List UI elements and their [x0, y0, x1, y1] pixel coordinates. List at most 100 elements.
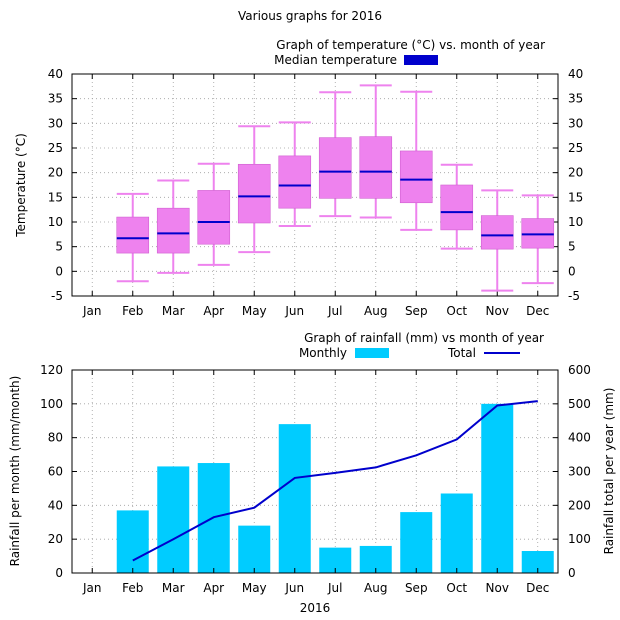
temp-box-iqr — [359, 136, 393, 199]
temp-xtick-label: Aug — [364, 304, 387, 318]
rain-bar-sep — [400, 512, 433, 573]
temp-xtick-label: Jan — [82, 304, 102, 318]
temp-ytick-label: 40 — [48, 67, 63, 81]
rain-bar-may — [238, 525, 271, 573]
temp-box-iqr — [399, 150, 433, 204]
rain-y2tick-label: 500 — [568, 397, 591, 411]
temp-y2tick-label: -5 — [568, 289, 580, 303]
rain-y2tick-label: 100 — [568, 532, 591, 546]
temp-ytick-label: -5 — [51, 289, 63, 303]
rain-y2tick-label: 400 — [568, 431, 591, 445]
rain-bar-nov — [481, 403, 514, 573]
rain-ytick-label: 0 — [55, 566, 63, 580]
rain-ytick-label: 20 — [48, 532, 63, 546]
temperature-chart: Graph of temperature (°C) vs. month of y… — [14, 38, 583, 318]
temp-box-mar — [156, 179, 190, 274]
rain-xtick-label: Nov — [486, 581, 509, 595]
rain-ytick-label: 60 — [48, 465, 63, 479]
temp-y2tick-label: 40 — [568, 67, 583, 81]
rain-xtick-label: May — [242, 581, 267, 595]
rain-bar-jun — [278, 424, 311, 573]
rain-xtick-label: Jul — [327, 581, 342, 595]
temp-xtick-label: Jun — [284, 304, 304, 318]
temp-box-nov — [480, 189, 514, 292]
rain-y2-axis-label: Rainfall total per year (mm) — [602, 388, 616, 555]
temp-box-iqr — [440, 184, 474, 231]
rain-xtick-label: Jun — [284, 581, 304, 595]
rain-bar-mar — [157, 466, 190, 573]
rain-bar-oct — [440, 493, 473, 573]
temp-legend-label: Median temperature — [274, 53, 397, 67]
rain-xtick-label: Aug — [364, 581, 387, 595]
rain-xtick-label: Sep — [405, 581, 428, 595]
rain-x-axis-label: 2016 — [300, 601, 331, 615]
rain-ytick-label: 100 — [40, 397, 63, 411]
rainfall-chart: Graph of rainfall (mm) vs month of year … — [8, 331, 616, 615]
temp-y2tick-label: 35 — [568, 92, 583, 106]
rain-xtick-label: Dec — [526, 581, 549, 595]
rain-ytick-label: 40 — [48, 498, 63, 512]
rain-legend-bar-label: Monthly — [299, 346, 347, 360]
temp-box-iqr — [197, 190, 231, 245]
temp-box-iqr — [156, 207, 190, 254]
temp-box-sep — [399, 90, 433, 231]
temp-box-iqr — [318, 137, 352, 199]
temp-ytick-label: 5 — [55, 240, 63, 254]
temp-xtick-label: May — [242, 304, 267, 318]
temp-box-apr — [197, 162, 231, 266]
temp-xtick-label: Jul — [327, 304, 342, 318]
temp-xtick-label: Mar — [162, 304, 185, 318]
temp-ytick-label: 0 — [55, 264, 63, 278]
temp-box-jul — [318, 91, 352, 218]
temp-y2tick-label: 25 — [568, 141, 583, 155]
rain-y2tick-label: 200 — [568, 498, 591, 512]
temp-ytick-label: 15 — [48, 190, 63, 204]
rain-y2tick-label: 300 — [568, 465, 591, 479]
temp-xtick-label: Nov — [486, 304, 509, 318]
temp-y2tick-label: 5 — [568, 240, 576, 254]
temp-ytick-label: 25 — [48, 141, 63, 155]
temp-box-iqr — [237, 163, 271, 224]
rain-xtick-label: Jan — [82, 581, 102, 595]
temp-legend-swatch — [404, 55, 438, 65]
rain-bar-feb — [116, 510, 149, 573]
rain-chart-title: Graph of rainfall (mm) vs month of year — [304, 331, 544, 345]
temp-box-iqr — [278, 155, 312, 209]
temp-box-iqr — [480, 215, 514, 250]
rain-legend-bar-swatch — [355, 348, 389, 358]
temp-ytick-label: 35 — [48, 92, 63, 106]
temp-ytick-label: 20 — [48, 166, 63, 180]
temp-box-iqr — [116, 216, 150, 254]
temp-y-axis-label: Temperature (°C) — [14, 133, 28, 238]
temp-plot-frame — [71, 73, 559, 297]
rain-plot-frame — [71, 369, 559, 574]
rain-ytick-label: 80 — [48, 431, 63, 445]
rain-y2tick-label: 0 — [568, 566, 576, 580]
rain-xtick-label: Feb — [122, 581, 143, 595]
rain-ytick-label: 120 — [40, 363, 63, 377]
temp-xtick-label: Dec — [526, 304, 549, 318]
temp-box-aug — [359, 84, 393, 219]
temp-xtick-label: Apr — [203, 304, 224, 318]
temp-box-dec — [521, 194, 555, 285]
temp-chart-title: Graph of temperature (°C) vs. month of y… — [276, 38, 545, 52]
temp-y2tick-label: 0 — [568, 264, 576, 278]
temp-y2tick-label: 10 — [568, 215, 583, 229]
temp-box-oct — [440, 163, 474, 250]
rain-xtick-label: Oct — [446, 581, 467, 595]
rain-bar-dec — [521, 551, 554, 573]
page-title: Various graphs for 2016 — [238, 9, 382, 23]
temp-y2tick-label: 15 — [568, 190, 583, 204]
temp-xtick-label: Sep — [405, 304, 428, 318]
temp-ytick-label: 10 — [48, 215, 63, 229]
rain-xtick-label: Mar — [162, 581, 185, 595]
temp-box-feb — [116, 192, 150, 283]
temp-xtick-label: Oct — [446, 304, 467, 318]
rain-y2tick-label: 600 — [568, 363, 591, 377]
temp-box-may — [237, 125, 271, 254]
temp-xtick-label: Feb — [122, 304, 143, 318]
temp-y2tick-label: 20 — [568, 166, 583, 180]
rain-legend-line-label: Total — [447, 346, 476, 360]
temp-y2tick-label: 30 — [568, 116, 583, 130]
